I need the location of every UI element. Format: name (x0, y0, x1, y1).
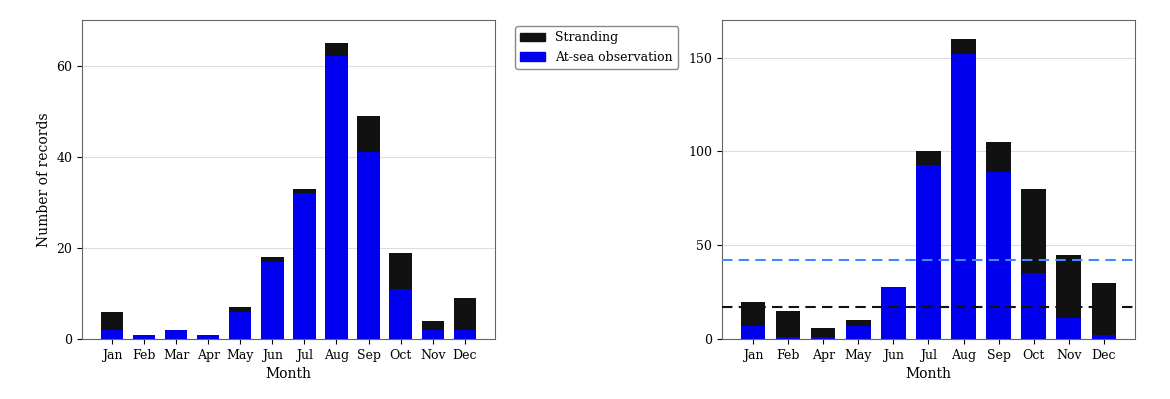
Bar (916, 164, 941, 339)
Bar (101, 330, 123, 339)
Bar (741, 302, 765, 326)
Bar (229, 312, 252, 339)
Bar (811, 328, 835, 337)
Bar (776, 337, 800, 339)
Bar (1021, 189, 1046, 273)
Bar (951, 39, 976, 54)
Bar (846, 320, 870, 326)
Bar (325, 43, 347, 56)
Bar (454, 298, 476, 330)
Bar (390, 253, 412, 289)
Bar (261, 257, 283, 262)
Bar (986, 172, 1011, 339)
X-axis label: Month: Month (906, 367, 951, 381)
Bar (846, 326, 870, 339)
Bar (881, 286, 906, 339)
Bar (1057, 255, 1081, 318)
Bar (811, 337, 835, 339)
Bar (357, 152, 380, 339)
Bar (776, 311, 800, 337)
Bar (1021, 273, 1046, 339)
Bar (1092, 283, 1116, 336)
Bar (454, 330, 476, 339)
Bar (101, 312, 123, 330)
Bar (916, 151, 941, 164)
Bar (325, 56, 347, 339)
Bar (390, 289, 412, 339)
Bar (986, 142, 1011, 172)
Bar (261, 262, 283, 339)
Bar (421, 330, 443, 339)
Legend: Stranding, At-sea observation: Stranding, At-sea observation (516, 26, 679, 69)
Bar (132, 335, 156, 339)
Bar (421, 321, 443, 330)
Bar (951, 54, 976, 339)
Y-axis label: Number of records: Number of records (36, 112, 50, 247)
X-axis label: Month: Month (266, 367, 311, 381)
Bar (197, 335, 220, 339)
Bar (294, 189, 316, 193)
Bar (294, 193, 316, 339)
Bar (1092, 336, 1116, 339)
Bar (1057, 318, 1081, 339)
Bar (229, 307, 252, 312)
Bar (357, 116, 380, 152)
Bar (741, 326, 765, 339)
Bar (165, 330, 187, 339)
